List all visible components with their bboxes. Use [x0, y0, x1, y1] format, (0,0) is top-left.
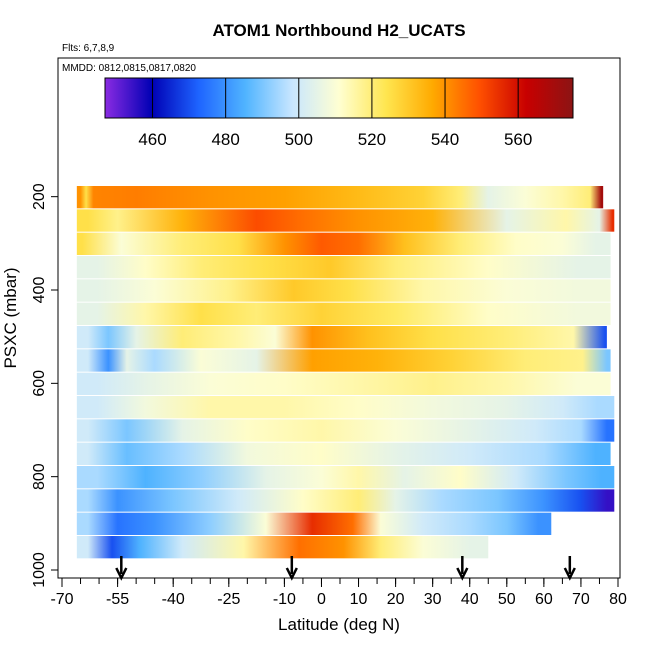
- dates-label: MMDD: 0812,0815,0817,0820: [62, 63, 196, 74]
- x-tick-label: 80: [609, 591, 627, 608]
- heatmap-layer: [76, 186, 604, 209]
- heatmap-layer: [76, 232, 611, 255]
- x-tick-label: 0: [317, 591, 326, 608]
- flight-arrow-head: [563, 567, 576, 581]
- flights-label: Flts: 6,7,8,9: [62, 43, 115, 54]
- heatmap-layer: [76, 256, 611, 279]
- heatmap-layer: [76, 372, 611, 395]
- x-tick-label: 60: [535, 591, 553, 608]
- y-axis-title: PSXC (mbar): [1, 267, 20, 368]
- heatmap-layer: [76, 466, 615, 489]
- heatmap-layer: [76, 279, 611, 302]
- heatmap-layer: [76, 209, 615, 232]
- x-tick-label: -40: [162, 591, 185, 608]
- colorbar: [104, 77, 574, 119]
- colorbar-tick-label: 500: [285, 130, 313, 149]
- heatmap-layer: [76, 536, 489, 559]
- x-tick-label: 70: [572, 591, 590, 608]
- colorbar-ticks: 460 480 500 520 540 560: [138, 78, 532, 149]
- y-tick-label: 200: [31, 183, 48, 210]
- heatmap-layer: [76, 442, 611, 465]
- heatmap-layer: [76, 326, 607, 349]
- colorbar-tick-label: 560: [504, 130, 532, 149]
- heatmap-layer: [76, 302, 611, 325]
- heatmap-layer: [76, 419, 615, 442]
- flight-arrow-head: [115, 567, 128, 581]
- x-tick-label: 40: [461, 591, 479, 608]
- x-tick-label: 50: [498, 591, 516, 608]
- x-tick-label: -55: [106, 591, 129, 608]
- colorbar-tick-label: 480: [211, 130, 239, 149]
- flight-arrows: [115, 556, 576, 581]
- x-tick-label: -70: [50, 591, 73, 608]
- colorbar-tick-label: 520: [358, 130, 386, 149]
- x-tick-label: -10: [273, 591, 296, 608]
- x-axis-title: Latitude (deg N): [278, 615, 400, 634]
- heatmap-layers: [76, 186, 615, 559]
- plot-frame: [57, 57, 621, 579]
- y-axis: 200 400 600 800 1000: [31, 183, 58, 588]
- x-tick-label: 30: [424, 591, 442, 608]
- x-tick-label: 20: [387, 591, 405, 608]
- chart-title: ATOM1 Northbound H2_UCATS: [212, 21, 465, 40]
- y-tick-label: 600: [31, 370, 48, 397]
- y-tick-label: 400: [31, 277, 48, 304]
- flight-arrow-head: [285, 567, 298, 581]
- heatmap-layer: [76, 489, 615, 512]
- colorbar-tick-label: 540: [431, 130, 459, 149]
- x-tick-label: 10: [350, 591, 368, 608]
- flight-arrow-head: [456, 567, 469, 581]
- heatmap-layer: [76, 349, 611, 372]
- heatmap-layer: [76, 396, 615, 419]
- colorbar-tick-label: 460: [138, 130, 166, 149]
- y-tick-label: 1000: [31, 552, 48, 588]
- y-tick-label: 800: [31, 463, 48, 490]
- heatmap-layer: [76, 512, 552, 535]
- x-tick-label: -25: [217, 591, 240, 608]
- x-axis: -70 -55 -40 -25 -10 0 10 20 30 40 50 60 70 80: [50, 578, 627, 608]
